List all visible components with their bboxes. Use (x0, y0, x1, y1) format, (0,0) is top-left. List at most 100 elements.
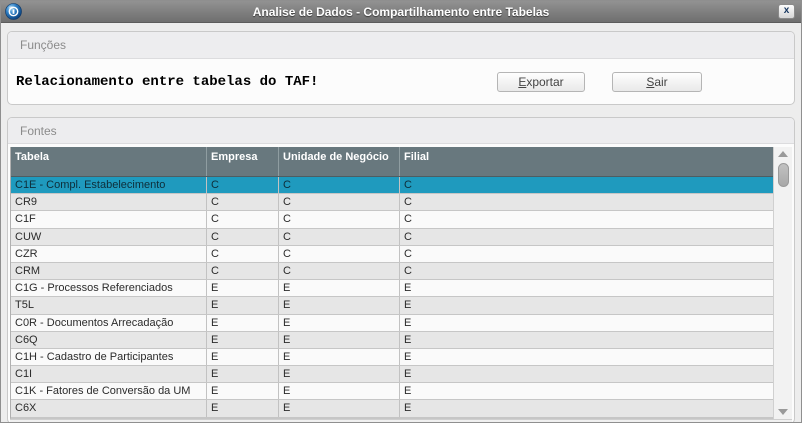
table-row[interactable]: C6X E E E (11, 400, 773, 418)
table-cell: E (404, 282, 412, 295)
table-row[interactable]: CRM C C C (11, 262, 773, 281)
fontes-panel-title: Fontes (20, 123, 57, 138)
scroll-up-button[interactable] (774, 147, 792, 161)
table-cell: C (404, 179, 412, 191)
table-cell: C (279, 211, 400, 228)
table-row[interactable]: C1I E E E (11, 366, 773, 384)
titlebar[interactable]: Analise de Dados - Compartilhamento entr… (1, 1, 801, 23)
table-row[interactable]: C1F C C C (11, 211, 773, 229)
table-cell: E (279, 400, 400, 417)
table-row[interactable]: C1H - Cadastro de Participantes E E E (11, 348, 773, 367)
table-cell: C (279, 177, 400, 194)
grid: Tabela Empresa Unidade de Negócio Filial… (10, 147, 773, 419)
table-cell: E (404, 368, 412, 381)
table-row[interactable]: T5L E E E (11, 297, 773, 315)
exportar-button[interactable]: Exportar (497, 71, 585, 92)
table-cell: C1F (11, 211, 207, 228)
table-cell: T5L (11, 297, 207, 314)
bottom-strip (10, 419, 792, 422)
table-cell: E (404, 385, 412, 398)
table-cell: E (207, 280, 279, 297)
table-cell: C1G - Processos Referenciados (11, 280, 207, 297)
table-cell: C (279, 228, 400, 245)
table-cell: CZR (11, 245, 207, 262)
sair-button[interactable]: Sair (612, 71, 702, 92)
table-cell: E (279, 297, 400, 314)
table-cell: CUW (11, 228, 207, 245)
table-cell: E (207, 331, 279, 348)
table-cell: C (279, 245, 400, 262)
table-cell: E (279, 366, 400, 383)
table-cell: E (404, 333, 412, 346)
column-header-empresa[interactable]: Empresa (207, 147, 279, 176)
column-header-filial[interactable]: Filial (404, 151, 430, 163)
table-row[interactable]: C1K - Fatores de Conversão da UM E E E (11, 383, 773, 401)
vertical-scrollbar[interactable] (773, 147, 792, 419)
table-cell: C (404, 213, 412, 226)
table-cell: C (279, 194, 400, 211)
table-cell: C (404, 230, 412, 243)
funcoes-panel-header: Funções (8, 32, 794, 59)
table-row[interactable]: CR9 C C C (11, 194, 773, 212)
funcoes-panel: Funções Relacionamento entre tabelas do … (7, 31, 795, 105)
table-cell: C (207, 228, 279, 245)
table-row[interactable]: CZR C C C (11, 245, 773, 263)
table-cell: C1H - Cadastro de Participantes (11, 348, 207, 366)
table-cell: E (404, 316, 412, 329)
exportar-mnemonic: E (518, 74, 527, 89)
grid-header-row: Tabela Empresa Unidade de Negócio Filial (11, 147, 773, 177)
table-body: C1E - Compl. Estabelecimento C C C CR9 C C C C1F… (11, 177, 773, 418)
table-cell: E (207, 314, 279, 331)
table-cell: E (279, 383, 400, 400)
table-cell: C1K - Fatores de Conversão da UM (11, 383, 207, 400)
scroll-down-button[interactable] (774, 405, 792, 419)
table-cell: C (404, 196, 412, 209)
table-row[interactable]: CUW C C C (11, 228, 773, 246)
table-cell: C6X (11, 400, 207, 417)
table-cell: C (207, 211, 279, 228)
table-cell: E (279, 348, 400, 366)
table-cell: C (404, 247, 412, 260)
window-title: Analise de Dados - Compartilhamento entr… (252, 4, 550, 19)
table-cell: E (279, 331, 400, 348)
table-cell: C (207, 262, 279, 280)
funcoes-content: Relacionamento entre tabelas do TAF! Exp… (8, 59, 794, 104)
relationship-message: Relacionamento entre tabelas do TAF! (16, 73, 319, 90)
table-row[interactable]: C0R - Documentos Arrecadação E E E (11, 314, 773, 332)
chevron-up-icon (778, 151, 788, 157)
table-row[interactable]: C1G - Processos Referenciados E E E (11, 280, 773, 298)
exportar-label-rest: xportar (526, 74, 564, 89)
table-cell: C1E - Compl. Estabelecimento (11, 177, 207, 194)
table-cell: CRM (11, 262, 207, 280)
tables-grid: Tabela Empresa Unidade de Negócio Filial… (10, 147, 792, 419)
table-cell: E (207, 383, 279, 400)
funcoes-panel-title: Funções (20, 38, 67, 52)
sair-mnemonic: S (646, 74, 655, 89)
scrollbar-thumb[interactable] (777, 163, 789, 187)
table-cell: C1I (11, 366, 207, 383)
table-cell: E (207, 297, 279, 314)
window-body: Funções Relacionamento entre tabelas do … (1, 23, 801, 422)
fontes-panel-header: Fontes (8, 118, 794, 144)
table-cell: E (404, 350, 412, 363)
table-cell: C6Q (11, 331, 207, 348)
table-cell: E (404, 402, 412, 415)
table-row[interactable]: C6Q E E E (11, 331, 773, 349)
close-button[interactable]: x (778, 4, 795, 19)
column-header-unidade[interactable]: Unidade de Negócio (279, 147, 400, 176)
table-cell: C (404, 264, 412, 277)
column-header-tabela[interactable]: Tabela (11, 147, 207, 176)
table-cell: E (279, 280, 400, 297)
table-row[interactable]: C1E - Compl. Estabelecimento C C C (11, 177, 773, 195)
table-cell: CR9 (11, 194, 207, 211)
close-icon: x (783, 5, 790, 16)
table-cell: E (279, 314, 400, 331)
table-cell: C (207, 177, 279, 194)
table-cell: C0R - Documentos Arrecadação (11, 314, 207, 331)
table-cell: E (207, 348, 279, 366)
table-cell: E (404, 299, 412, 312)
fontes-panel: Fontes Tabela Empresa Unidade de Negócio… (7, 117, 795, 422)
table-cell: C (207, 245, 279, 262)
totvs-globe-icon (5, 3, 22, 20)
